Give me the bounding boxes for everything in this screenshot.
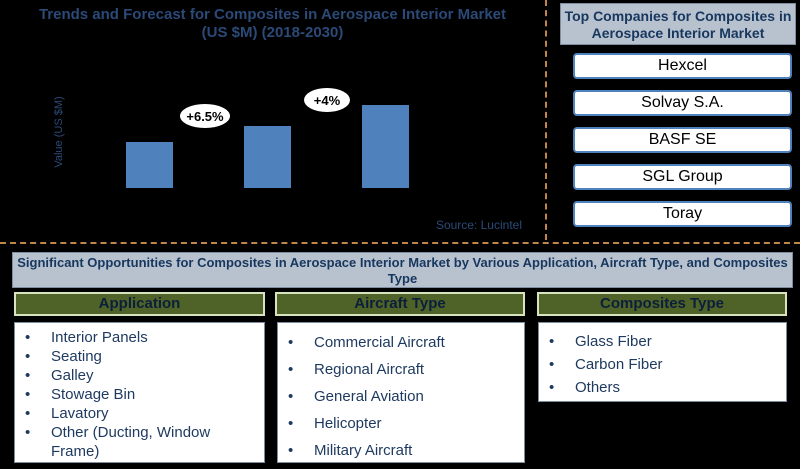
list-item: Carbon Fiber	[539, 355, 786, 374]
bar	[126, 142, 173, 188]
list-item: Helicopter	[278, 414, 524, 433]
annotation-label: +6.5%	[186, 109, 224, 124]
vertical-divider	[545, 0, 547, 240]
bars-group	[126, 105, 409, 188]
list-item: Commercial Aircraft	[278, 333, 524, 352]
annotations-group: +6.5% +4%	[180, 88, 350, 128]
list-item: Military Aircraft	[278, 441, 524, 460]
annotation-bubble	[304, 88, 350, 112]
opportunities-title: Significant Opportunities for Composites…	[12, 252, 793, 288]
bar	[362, 105, 409, 188]
company-item: Hexcel	[573, 53, 792, 79]
top-companies-title: Top Companies for Composites in Aerospac…	[560, 3, 796, 45]
horizontal-divider	[0, 242, 800, 244]
list-item: Other (Ducting, Window Frame)	[15, 423, 264, 461]
chart-subtitle: (US $M) (2018-2030)	[201, 24, 344, 41]
list-item: Interior Panels	[15, 328, 264, 347]
bar	[244, 126, 291, 188]
chart-source: Source: Lucintel	[436, 218, 522, 232]
aircraft-type-list: Commercial Aircraft Regional Aircraft Ge…	[277, 322, 525, 463]
growth-annotation: +6.5%	[180, 104, 230, 128]
y-axis-label: Value (US $M)	[53, 96, 65, 167]
chart-title: Trends and Forecast for Composites in Ae…	[0, 6, 545, 42]
list-item: Lavatory	[15, 404, 264, 423]
company-item: SGL Group	[573, 164, 792, 190]
company-item: Solvay S.A.	[573, 90, 792, 116]
aircraft-type-header: Aircraft Type	[275, 292, 525, 316]
list-item: Stowage Bin	[15, 385, 264, 404]
list-item: Others	[539, 378, 786, 397]
list-item: Seating	[15, 347, 264, 366]
composites-type-list: Glass Fiber Carbon Fiber Others	[538, 322, 787, 402]
growth-annotation: +4%	[304, 88, 350, 112]
annotation-bubble	[180, 104, 230, 128]
list-item: Glass Fiber	[539, 332, 786, 351]
list-item: Regional Aircraft	[278, 360, 524, 379]
list-item: Galley	[15, 366, 264, 385]
application-list: Interior Panels Seating Galley Stowage B…	[14, 322, 265, 463]
annotation-label: +4%	[314, 93, 341, 108]
bar-chart: Value (US $M) +6.5% +4% Source: Lucintel	[53, 88, 522, 232]
list-item: General Aviation	[278, 387, 524, 406]
application-header: Application	[14, 292, 265, 316]
composites-type-header: Composites Type	[537, 292, 787, 316]
company-item: Toray	[573, 201, 792, 227]
company-item: BASF SE	[573, 127, 792, 153]
chart-title-line: Trends and Forecast for Composites in Ae…	[38, 6, 507, 23]
